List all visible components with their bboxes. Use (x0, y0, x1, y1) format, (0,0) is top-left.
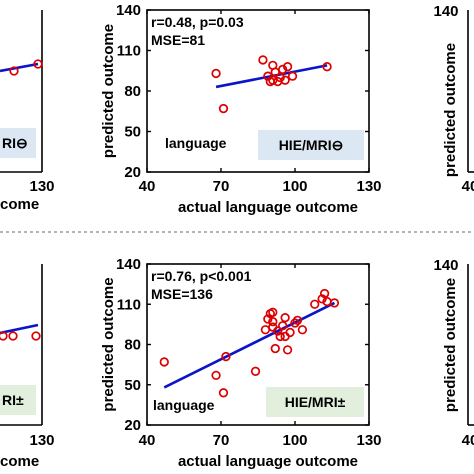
data-point (275, 331, 285, 342)
y-tick-label: 140 (116, 2, 141, 19)
data-point (33, 59, 43, 69)
data-point (282, 345, 293, 355)
data-point (282, 62, 293, 72)
subgroup-badge-text: HIE/MRI± (285, 394, 346, 410)
data-point (270, 343, 280, 354)
y-tick-label: 110 (117, 43, 141, 60)
stats-text: MSE=81 (151, 32, 205, 48)
scatter-chart-hie-mri-neg: 40 70 100 130 20 50 80 110 140 predicted outcome a… (100, 2, 382, 216)
data-point (0, 331, 8, 341)
x-tick-label: 70 (213, 432, 230, 449)
x-tick-label: 40 (139, 432, 156, 449)
main-charts: 40 70 100 130 20 50 80 110 140 predicted outcome a… (100, 2, 382, 470)
x-tick-label: 100 (282, 178, 307, 195)
data-point (211, 68, 221, 79)
data-point (8, 331, 18, 341)
right-fragment-bottom: 140 predicted outcome 40 (433, 257, 474, 449)
y-tick-label: 140 (116, 256, 141, 273)
right-bottom-ylabel: predicted outcome (442, 278, 459, 412)
x-tick-label: 70 (213, 178, 230, 195)
y-tick-label: 80 (124, 83, 141, 100)
data-point (159, 357, 169, 367)
data-point (268, 307, 278, 317)
data-point (310, 299, 320, 309)
right-top-ytick: 140 (433, 3, 458, 20)
data-point (297, 325, 308, 335)
right-top-ylabel: predicted outcome (442, 43, 459, 177)
data-point (263, 314, 273, 324)
left-top-badge (0, 128, 36, 158)
data-point (322, 62, 332, 72)
left-top-xlabel-tail: come (0, 196, 39, 213)
left-bottom-tick-right: 130 (29, 432, 54, 449)
x-tick-label: 40 (139, 178, 156, 195)
x-tick-label: 100 (282, 432, 307, 449)
data-point (31, 331, 41, 341)
subgroup-badge-text: HIE/MRI⊖ (279, 137, 344, 153)
y-tick-label: 50 (124, 377, 141, 394)
domain-label: language (153, 397, 215, 413)
y-axis-label: predicted outcome (100, 24, 117, 158)
data-point (278, 64, 288, 75)
right-top-xtick: 40 (462, 178, 474, 195)
data-point (280, 75, 290, 85)
left-bottom-badge (0, 385, 36, 415)
data-point (287, 71, 298, 81)
data-point (221, 351, 231, 362)
stats-text: r=0.76, p<0.001 (151, 268, 252, 284)
left-bottom-fit-line (0, 323, 39, 335)
y-axis-label: predicted outcome (100, 277, 117, 411)
y-tick-label: 50 (124, 124, 141, 141)
right-bottom-ytick: 140 (433, 257, 458, 274)
x-axis-label: actual language outcome (178, 199, 358, 216)
right-bottom-xtick: 40 (462, 432, 474, 449)
data-point (285, 327, 295, 338)
data-point (273, 326, 283, 336)
data-point (317, 294, 327, 304)
left-bottom-xlabel-tail: come (0, 453, 39, 470)
left-top-tick-right: 130 (29, 178, 54, 195)
y-tick-label: 20 (124, 417, 141, 434)
data-point (319, 288, 330, 299)
stats-text: r=0.48, p=0.03 (151, 14, 244, 30)
data-point (218, 103, 229, 114)
data-point (292, 315, 303, 326)
subgroup-badge (266, 387, 364, 417)
x-tick-label: 130 (356, 178, 381, 195)
data-point (260, 325, 271, 335)
data-point (275, 72, 285, 83)
y-tick-label: 80 (124, 337, 141, 354)
data-point (329, 298, 340, 308)
y-tick-label: 20 (124, 164, 141, 181)
data-point (290, 318, 300, 328)
data-point (250, 366, 261, 376)
data-point (280, 313, 290, 323)
data-point (268, 317, 278, 327)
data-point (258, 55, 268, 65)
regression-line (163, 301, 336, 389)
left-fragment-bottom: RI± 130 come (0, 264, 55, 470)
right-fragment-top: 140 predicted outcome 40 (433, 3, 474, 195)
y-tick-label: 110 (117, 296, 141, 313)
subgroup-badge (258, 130, 364, 160)
x-tick-label: 130 (356, 432, 381, 449)
domain-label: language (165, 135, 227, 151)
scatter-chart-hie-mri-pos: 40 70 100 130 20 50 80 110 140 predicted outcome a… (100, 256, 382, 470)
left-fragment-top: RI⊖ 130 come (0, 10, 55, 213)
left-top-badge-text: RI⊖ (2, 135, 28, 151)
data-point (218, 388, 229, 398)
data-point (9, 66, 19, 76)
data-point (211, 370, 221, 381)
data-point (278, 321, 288, 331)
left-top-fit-line (0, 62, 39, 73)
x-axis-label: actual language outcome (178, 453, 358, 470)
stats-text: MSE=136 (151, 286, 213, 302)
left-bottom-badge-text: RI± (2, 392, 24, 408)
